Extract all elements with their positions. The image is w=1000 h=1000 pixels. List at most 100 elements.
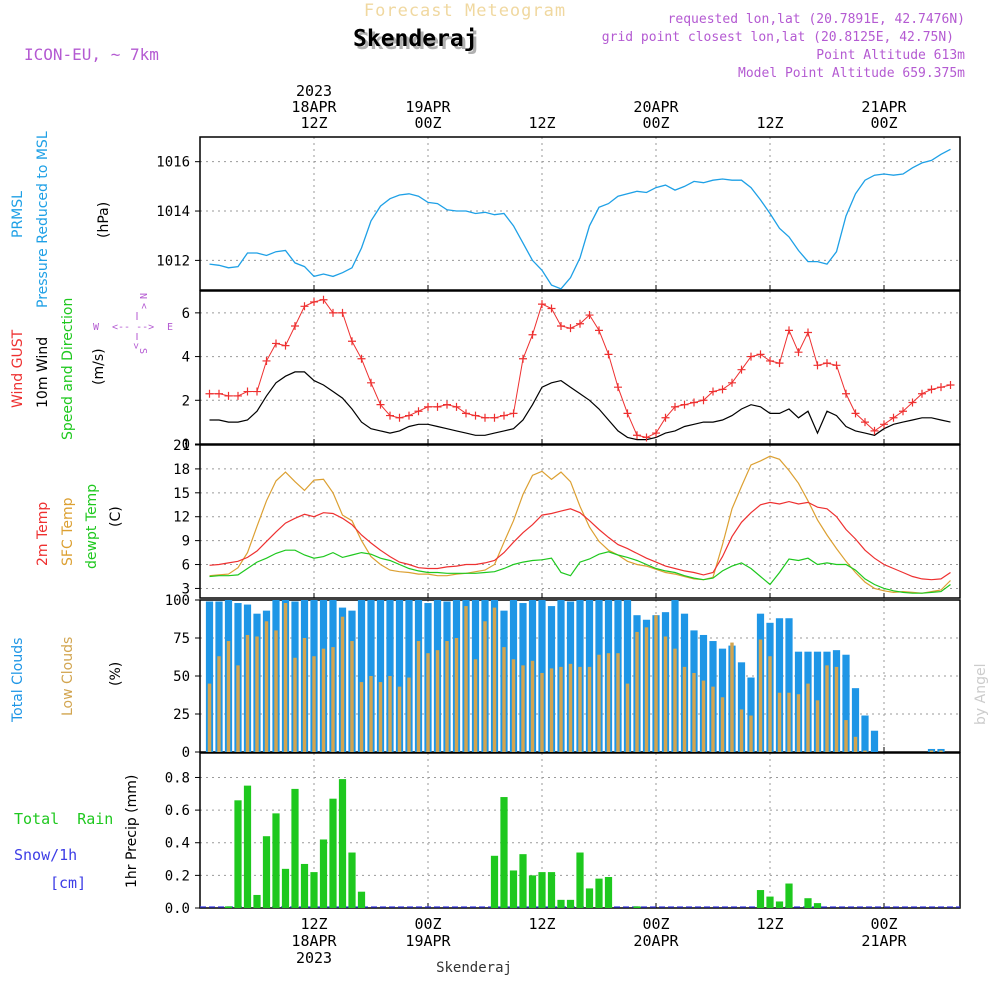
gust-marker [405,411,413,420]
gust-marker [756,350,765,359]
gust-marker [205,389,214,398]
total-cloud-bar [870,730,879,752]
gust-marker [338,308,347,317]
y-tick-label: 6 [182,306,190,322]
y-tick-label: 0 [182,437,190,453]
gust-marker [680,400,689,409]
bottom-time-label: 2023 [296,949,332,967]
gust-marker [870,426,879,435]
low-cloud-bar [369,676,373,752]
low-cloud-bar [264,621,269,752]
location-title-shadow: Skenderaj [356,29,481,55]
low-cloud-bar [825,665,829,752]
y-tick-label: 1016 [156,155,190,171]
total-cloud-bar [405,600,413,752]
model-label: ICON-EU, ~ 7km [24,45,159,64]
rain-bar [766,896,774,908]
gust-marker [642,433,651,442]
rain-bar [519,854,527,908]
top-time-label: 00Z [642,114,669,132]
gust-marker [747,352,755,361]
gust-marker [433,402,442,411]
low-cloud-bar [226,641,231,752]
low-cloud-bar [568,663,573,752]
bottom-time-label: 00Z [642,915,669,933]
rain-bar [329,798,337,908]
rain-bar [775,901,784,908]
total-rain-label: Total Rain [14,810,113,828]
rain-bar [785,883,793,908]
low-cloud-bar [559,666,563,752]
compass-n: N [137,293,148,299]
low-cloud-bar [340,616,345,752]
low-cloud-bar [331,647,335,752]
gust-marker [538,300,546,309]
clouds-panel: 0 25 50 75 100 [165,593,961,761]
low-cloud-bar [768,656,772,752]
gust-marker [880,420,888,429]
y-tick-label: 2 [182,393,190,409]
low-cloud-bar [236,665,240,752]
gust-marker [576,319,584,328]
bottom-time-label: 00Z [414,915,441,933]
bottom-time-label: 12Z [300,915,327,933]
gust-marker [547,304,556,313]
low-cloud-bar [625,683,630,752]
low-cloud-bar [815,700,820,752]
y-tick-label: 3 [182,581,190,597]
rain-bar [234,800,242,908]
gust-marker [215,389,223,398]
total-cloud-bar [861,715,869,752]
top-time-label: 21APR [861,98,907,116]
low-cloud-bar [293,657,297,752]
gust-marker [728,378,736,387]
gust-marker [272,339,280,348]
gust-marker [709,387,717,396]
y-tick-label: 0.8 [165,770,190,786]
gust-marker [623,409,632,418]
total-cloud-bar [775,618,784,752]
clouds-unit: (%) [108,662,124,686]
compass-n-arrow: < [138,303,149,309]
rain-bar [604,877,613,908]
total-cloud-bar [842,654,850,752]
precipitation-panel: 0.0 0.2 0.4 0.6 0.8 [165,752,961,917]
y-tick-label: 21 [173,438,190,454]
t2m-line [209,500,951,581]
top-time-label: 00Z [414,114,441,132]
bottom-time-label: 12Z [756,915,783,933]
rain-bar [272,813,280,908]
gust-marker [319,295,328,304]
low-cloud-bar [606,653,611,752]
rain-bar [813,903,822,908]
gust-marker [224,391,233,400]
gust-marker [785,326,793,335]
gust-marker [908,398,917,407]
rain-bar [253,894,261,908]
gust-marker [604,350,613,359]
gust-marker [300,302,309,311]
top-time-label: 12Z [300,114,327,132]
rain-bar [595,878,603,908]
gust-marker [253,387,261,396]
gust-marker [557,321,565,330]
low-cloud-bar [454,638,459,752]
dewpt-label: dewpt Temp [84,484,100,569]
y-tick-label: 50 [173,669,190,685]
gust-marker [737,365,746,374]
pressure-panel: 1012 1014 1016 [156,136,961,291]
low-cloud-bar [929,750,934,752]
precip-unit: 1hr Precip (mm) [124,775,140,888]
gust-marker [899,407,907,416]
total-cloud-bar [623,600,632,752]
panel-frame [199,136,961,291]
gust-marker [481,413,489,422]
rain-bar [224,906,233,908]
gust-marker [262,356,271,365]
gust-marker [234,391,242,400]
low-cloud-bar [388,676,392,752]
total-cloud-bar [357,600,366,752]
